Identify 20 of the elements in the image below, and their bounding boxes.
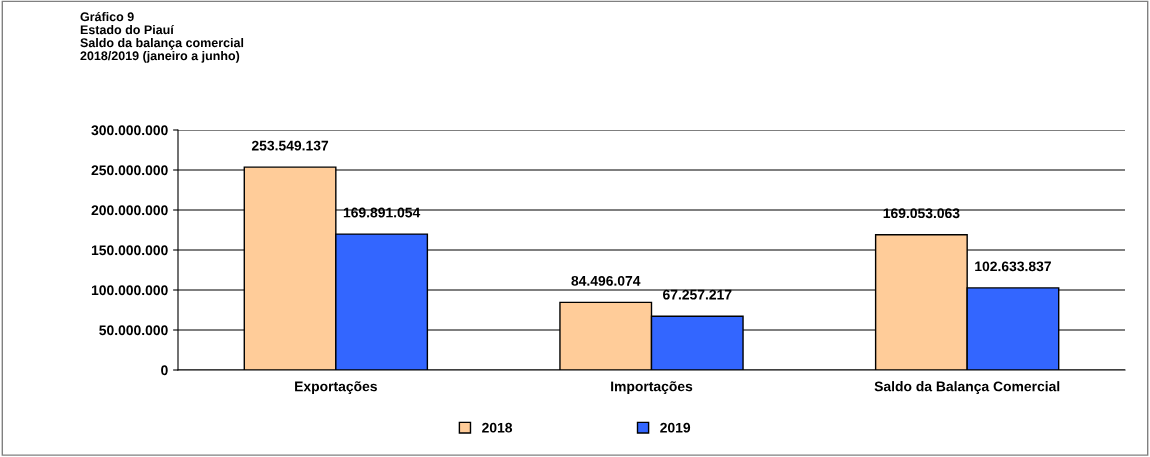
- data-label: 169.891.054: [343, 207, 421, 218]
- y-tick-label: 100.000.000: [91, 285, 168, 296]
- data-label: 67.257.217: [663, 289, 732, 300]
- y-tick-label: 250.000.000: [91, 165, 168, 176]
- legend-label: 2019: [660, 422, 691, 433]
- data-label: 253.549.137: [251, 140, 329, 151]
- chart-subtitle: Estado do Piauí Saldo da balança comercial 2018/2019 (janeiro a junho): [80, 24, 244, 63]
- data-label: 84.496.074: [571, 275, 641, 286]
- y-tick-label: 50.000.000: [99, 325, 168, 336]
- chart-title: Gráfico 9: [80, 11, 134, 22]
- x-tick-label: Importações: [611, 381, 693, 395]
- y-tick-label: 300.000.000: [91, 125, 168, 136]
- y-tick-label: 150.000.000: [91, 245, 168, 256]
- x-tick-label: Exportações: [295, 381, 377, 395]
- legend-label: 2018: [482, 422, 513, 433]
- y-tick-label: 0: [161, 365, 168, 376]
- data-label: 102.633.837: [975, 261, 1051, 272]
- y-tick-label: 200.000.000: [91, 205, 168, 216]
- data-label: 169.053.063: [883, 208, 960, 219]
- x-tick-label: Saldo da Balança Comercial: [874, 381, 1060, 395]
